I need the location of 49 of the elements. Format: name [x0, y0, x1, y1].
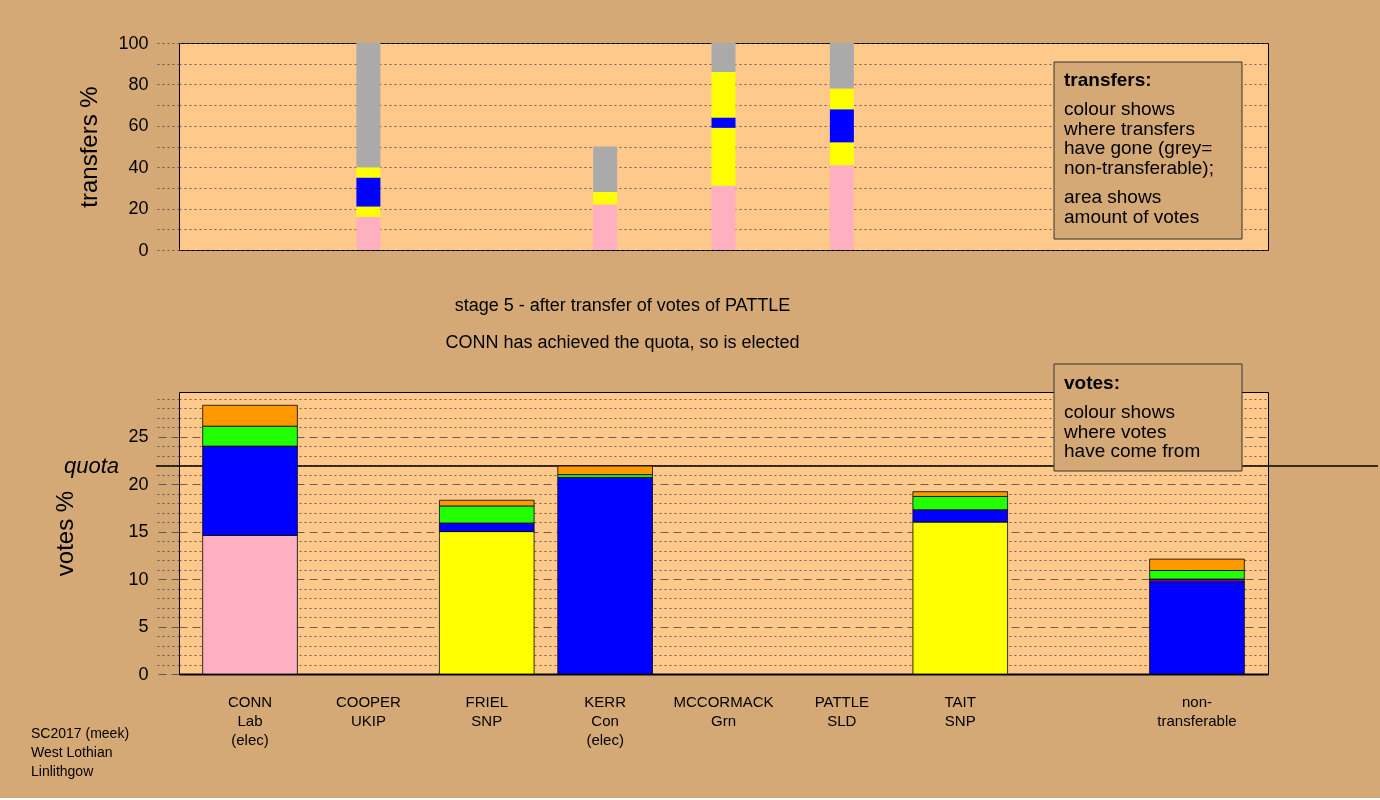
bar	[711, 185, 736, 250]
bar	[593, 146, 618, 193]
y-tick-label: 100	[118, 32, 149, 53]
bar	[829, 109, 854, 143]
y-tick-label: 80	[128, 73, 149, 94]
annotation: colour shows where votes have come from	[1063, 401, 1201, 462]
x-tick-label: PATTLE SLD	[814, 692, 870, 729]
annotation: colour shows where transfers have gone (grey= non-transferable);	[1063, 98, 1214, 179]
x-tick-label: CONN Lab (elec)	[227, 692, 273, 748]
bar	[356, 43, 381, 168]
x-tick-label: COOPER UKIP	[335, 692, 402, 729]
y-tick-label: 15	[128, 521, 149, 542]
x-tick-label: TAIT SNP	[944, 692, 976, 729]
x-tick-label: KERR Con (elec)	[584, 692, 627, 748]
y-tick-label: 25	[128, 426, 149, 447]
y-tick-label: 20	[128, 198, 149, 219]
chart-subtitle: CONN has achieved the quota, so is elected	[445, 331, 800, 352]
bar	[829, 43, 854, 89]
bar	[711, 71, 736, 118]
x-tick-label: non- transferable	[1157, 692, 1237, 729]
text: SC2017 (meek) West Lothian Linlithgow	[31, 725, 130, 779]
x-tick-label: FRIEL SNP	[465, 692, 509, 729]
y-tick-label: 20	[128, 473, 149, 494]
y-tick-label: 60	[128, 115, 149, 136]
y-tick-label: 0	[138, 663, 149, 684]
bar	[356, 206, 381, 217]
annotation: transfers:	[1064, 69, 1152, 90]
y-tick-label: 10	[128, 568, 149, 589]
bar	[711, 43, 736, 72]
bar	[829, 88, 854, 110]
bar	[829, 142, 854, 166]
bar	[593, 192, 618, 201]
bar	[356, 216, 381, 250]
y-tick-label: 5	[138, 616, 149, 637]
y-axis-title: transfers %	[75, 86, 103, 208]
y-tick-label: 40	[128, 156, 149, 177]
bar	[711, 117, 736, 128]
bar	[829, 165, 854, 250]
bar	[711, 127, 736, 186]
y-axis-title: votes %	[51, 490, 79, 577]
bar	[356, 177, 381, 207]
chart-title: stage 5 - after transfer of votes of PATTLE	[454, 294, 791, 315]
bar	[356, 167, 381, 178]
bar	[593, 204, 618, 250]
ref-line-label: quota	[63, 453, 119, 479]
y-tick-label: 0	[138, 239, 149, 260]
annotation: area shows amount of votes	[1064, 186, 1200, 227]
x-tick-label: MCCORMACK Grn	[673, 692, 774, 729]
annotation: votes:	[1064, 372, 1120, 393]
